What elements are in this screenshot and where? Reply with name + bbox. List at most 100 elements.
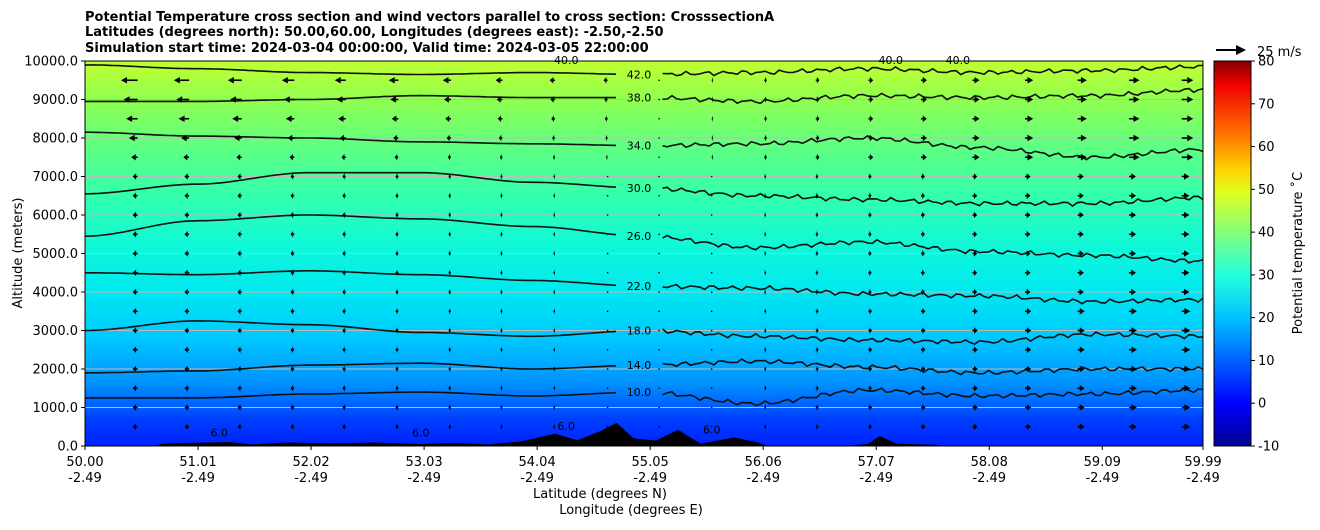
wind-vector-head <box>922 250 925 257</box>
wind-vector-head <box>184 308 188 315</box>
wind-vector-head <box>448 423 451 430</box>
wind-vector-head <box>132 346 137 353</box>
wind-vector-head <box>553 423 555 430</box>
wind-vector-head <box>765 115 767 122</box>
wind-vector-head <box>80 193 84 199</box>
wind-vector-head <box>388 77 395 84</box>
wind-vector-head <box>1026 288 1031 296</box>
wind-vector-head <box>285 115 292 122</box>
isentrope-line <box>662 328 1203 346</box>
wind-vector-head <box>173 77 180 84</box>
y-tick-label: 4000.0 <box>33 286 79 301</box>
wind-vector-head <box>1131 308 1137 315</box>
wind-vector-head <box>342 404 345 411</box>
wind-vector-head <box>974 365 978 373</box>
wind-vector-head <box>553 365 555 373</box>
wind-vector-head <box>973 231 978 238</box>
wind-vector-head <box>448 269 451 276</box>
wind-vector-head <box>290 327 294 334</box>
wind-vector-head <box>973 211 978 219</box>
wind-vector-head <box>605 134 607 142</box>
wind-vector-head <box>553 173 555 180</box>
wind-vector-head <box>500 269 502 276</box>
wind-vector-head <box>765 154 767 161</box>
wind-vector-head <box>922 308 926 315</box>
wind-vector-head <box>1133 96 1140 103</box>
quiver-key: 25 m/s <box>1216 45 1302 60</box>
wind-vector-head <box>765 77 767 84</box>
wind-vector-head <box>500 365 502 373</box>
wind-vector-head <box>232 115 239 122</box>
wind-vector-head <box>500 327 502 334</box>
wind-vector-head <box>1079 269 1084 276</box>
wind-vector-head <box>290 288 294 296</box>
wind-vector-head <box>1027 154 1034 161</box>
colorbar-tick-label: 80 <box>1258 55 1275 70</box>
wind-vector-dot <box>658 175 660 178</box>
x-tick-label-lon: -2.49 <box>68 471 102 486</box>
wind-vector-head <box>184 346 188 353</box>
wind-vector-head <box>1131 250 1137 257</box>
wind-vector-dot <box>658 194 660 197</box>
wind-vector-head <box>553 192 555 199</box>
wind-vector-head <box>869 346 872 353</box>
wind-vector-head <box>816 308 819 315</box>
wind-vector-head <box>1133 134 1140 142</box>
wind-vector-dot <box>710 368 713 370</box>
contour-label-upper: 40.0 <box>946 54 971 67</box>
wind-vector-head <box>1184 365 1191 373</box>
wind-vector-head <box>869 192 872 199</box>
wind-vector-dot <box>658 156 660 159</box>
wind-vector-head <box>922 154 927 161</box>
wind-vector-head <box>1079 288 1084 296</box>
wind-vector-head <box>290 173 294 180</box>
wind-vector-head <box>553 404 555 411</box>
wind-vector-head <box>922 269 925 276</box>
wind-vector-head <box>1079 365 1085 373</box>
wind-vector-head <box>816 192 819 199</box>
wind-vector-head <box>922 365 926 373</box>
wind-vector-head <box>341 154 345 161</box>
wind-vector-head <box>497 115 502 122</box>
wind-vector-head <box>448 308 451 315</box>
wind-vector-head <box>974 346 978 353</box>
wind-vector-head <box>395 327 398 334</box>
wind-vector-head <box>764 308 767 315</box>
x-tick-label-lon: -2.49 <box>407 471 441 486</box>
wind-vector-head <box>869 211 872 219</box>
wind-vector-head <box>80 347 84 353</box>
wind-vector-head <box>287 134 293 142</box>
contour-label: 14.0 <box>627 359 652 372</box>
wind-vector-head <box>395 173 398 180</box>
terrain-contour-label: 6.0 <box>211 426 229 439</box>
wind-vector-head <box>290 211 294 219</box>
wind-vector-head <box>1187 77 1194 84</box>
wind-vector-head <box>869 250 872 257</box>
wind-vector-head <box>1079 211 1084 219</box>
wind-vector-head <box>448 404 451 411</box>
isentrope-line <box>662 134 1203 161</box>
wind-vector-dot <box>658 329 660 332</box>
wind-vector-head <box>553 288 555 296</box>
wind-vector-head <box>552 134 555 142</box>
wind-vector-dot <box>710 348 713 351</box>
wind-vector-head <box>606 154 608 161</box>
wind-vector-head <box>1131 385 1137 392</box>
wind-vector-dot <box>658 425 660 428</box>
wind-vector-head <box>237 288 241 296</box>
wind-vector-head <box>1131 269 1137 276</box>
wind-vector-head <box>1079 173 1084 180</box>
wind-vector-head <box>184 173 188 180</box>
wind-vector-dot <box>658 368 660 370</box>
wind-vector-head <box>184 423 188 430</box>
wind-vector-head <box>553 269 555 276</box>
wind-vector-head <box>1080 134 1087 142</box>
x-tick-label-lat: 59.99 <box>1184 455 1221 470</box>
wind-vector-head <box>604 96 607 103</box>
wind-vector-dot <box>658 387 660 390</box>
wind-vector-dot <box>658 310 660 313</box>
wind-vector-head <box>1026 346 1032 353</box>
wind-vector-head <box>764 365 767 373</box>
contour-label: 18.0 <box>627 325 652 338</box>
x-tick-label-lon: -2.49 <box>1085 471 1119 486</box>
